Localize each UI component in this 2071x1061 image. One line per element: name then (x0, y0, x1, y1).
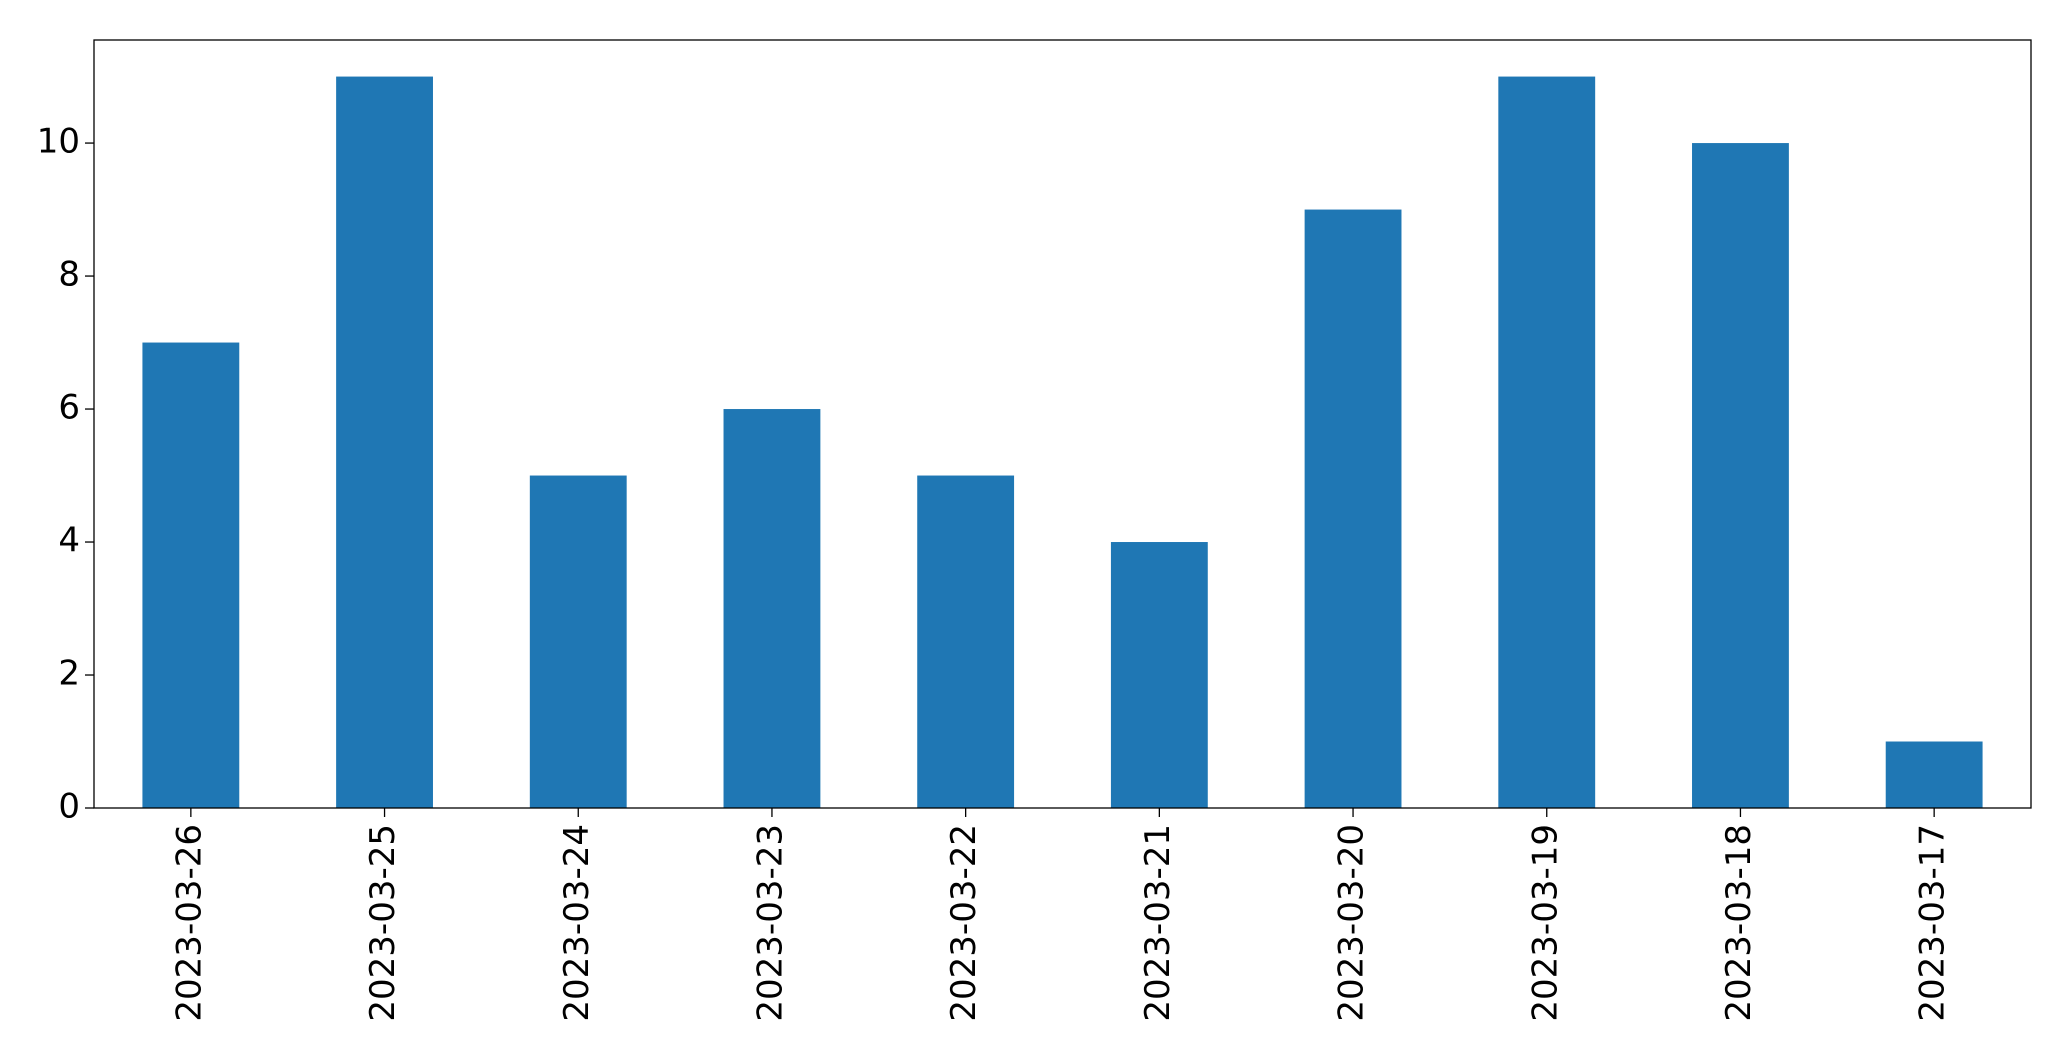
bar (1692, 143, 1789, 808)
y-tick-label: 6 (58, 388, 80, 428)
y-tick-label: 10 (37, 122, 80, 162)
bar (1498, 76, 1596, 809)
plot-frame (93, 39, 2032, 809)
x-tick-label: 2023-03-17 (1913, 824, 1953, 1022)
bar (529, 475, 627, 808)
x-tick-label: 2023-03-24 (557, 824, 597, 1022)
bar (142, 342, 240, 808)
x-tick-label: 2023-03-21 (1138, 824, 1178, 1022)
bar (917, 475, 1015, 808)
x-tick-label: 2023-03-23 (750, 824, 790, 1022)
bar (1110, 542, 1208, 808)
bar (1304, 209, 1402, 808)
bar (1885, 741, 1983, 808)
y-tick-label: 2 (58, 654, 80, 694)
x-tick-label: 2023-03-26 (169, 824, 209, 1022)
y-tick-label: 0 (58, 787, 80, 827)
bar (723, 409, 821, 808)
x-tick-label: 2023-03-25 (363, 824, 403, 1022)
y-tick-label: 4 (58, 521, 80, 561)
x-tick-label: 2023-03-19 (1525, 824, 1565, 1022)
x-tick-label: 2023-03-20 (1332, 824, 1372, 1022)
bar (336, 76, 433, 809)
x-tick-label: 2023-03-22 (944, 824, 984, 1022)
x-tick-label: 2023-03-18 (1719, 824, 1759, 1022)
y-tick-label: 8 (58, 255, 80, 295)
